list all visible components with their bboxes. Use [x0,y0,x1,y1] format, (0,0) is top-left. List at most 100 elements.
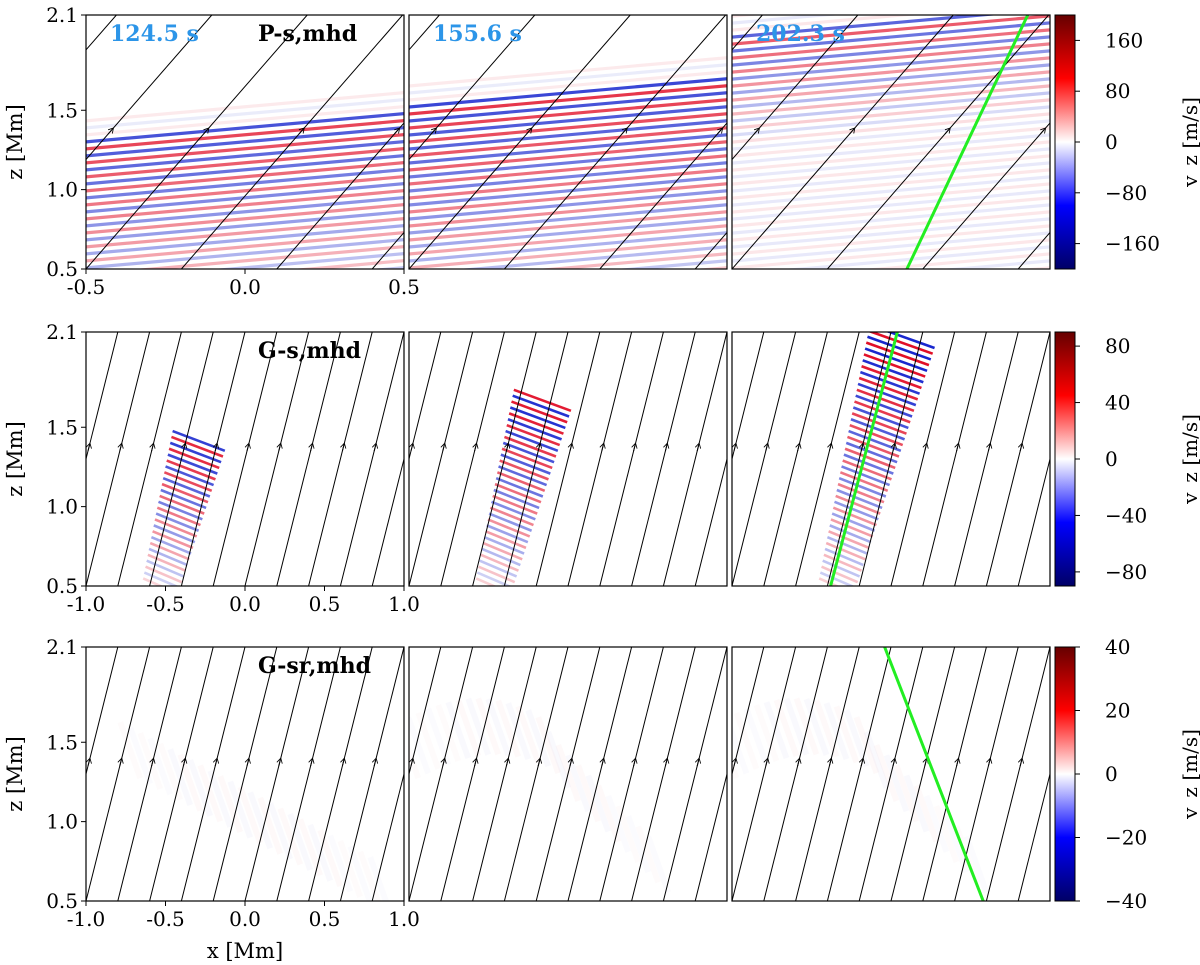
field-arrow [504,757,511,767]
wave-crest [86,147,404,179]
colorbar-tick-label: −80 [1105,181,1147,205]
wave-crest [213,252,404,269]
wave-crest [722,281,1060,311]
wave-crest [868,332,934,355]
field-arrow [86,442,92,452]
wave-crest [732,168,1050,200]
field-line [890,332,956,586]
field-line [954,332,1019,586]
y-tick-label: 2.1 [46,635,78,659]
field-line [149,332,214,586]
field-line [826,332,892,586]
field-arrow [472,442,479,452]
wave-crest [732,140,1050,172]
wave-crest [86,126,404,158]
wave-crest [399,274,737,304]
field-line [599,647,664,901]
field-arrow [504,442,511,452]
wave-crest [409,126,727,158]
case-label: G-s,mhd [258,338,361,364]
wave-crest [694,266,727,269]
panel [731,646,1051,902]
field-arrow [244,757,251,767]
panel-frame [408,331,728,587]
panel: G-sr,mhd [85,646,405,902]
wave-crest [145,565,183,584]
wave-crest [86,140,404,172]
wave-crest [86,196,404,228]
wave-crest [859,370,921,395]
wave-crest [732,147,1050,179]
field-arrow [753,127,760,135]
time-label: 202.3 s [756,21,845,47]
field-line [86,332,87,335]
panel [408,646,728,902]
wave-crest [156,506,201,527]
wave-crest [615,259,727,269]
field-line [212,647,278,901]
wave-crest [86,182,404,214]
field-line [732,15,954,269]
x-axis-label: x [Mm] [207,939,283,963]
wave-crest [409,168,727,200]
panel: G-s,mhd [85,331,405,587]
field-arrow [212,442,220,452]
wave-crest [86,217,404,249]
wave-crest [732,126,1050,158]
wave-crest [839,471,889,492]
wave-crest [732,91,1050,123]
field-arrow [890,442,897,452]
field-line [732,647,765,777]
wave-crest [488,512,533,532]
wave-crest [824,547,864,567]
wave-crest [732,119,1050,151]
wave-crest [832,506,877,527]
colorbar-tick-label: 0 [1105,447,1118,471]
field-arrow [86,757,92,767]
field-arrow [535,442,543,452]
wave-crest [492,494,538,515]
wave-crest [409,217,727,249]
wave-crest [732,49,1050,81]
field-line [117,647,182,901]
wave-crest [409,238,727,269]
x-tick-label: 0.0 [229,592,261,616]
wave-crest [481,547,521,567]
wave-crest [732,15,1000,39]
field-arrow [181,442,188,452]
wave-crest [782,245,1050,269]
colorbar-gradient [1054,14,1076,270]
wave-crest [168,447,220,470]
wave-crest [501,447,553,470]
wave-crest [833,500,879,521]
wave-crest [399,288,737,318]
field-arrow [599,442,606,452]
colorbar-tick-label: 0 [1105,130,1118,154]
wave-crest [851,412,907,435]
colorbar-label: v_z [m/s] [1178,97,1200,188]
field-line [440,647,505,901]
field-line [535,647,601,901]
field-line [409,332,474,586]
wave-crest [861,365,922,390]
field-line [922,122,1050,269]
field-line [149,647,214,901]
colorbar-gradient [1054,646,1076,902]
field-line [180,647,246,901]
wave-crest [86,105,404,137]
wave-crest [86,168,404,200]
y-tick-label: 0.5 [46,257,78,281]
wave-crest [409,56,727,88]
field-line [371,771,404,901]
wave-crest [500,453,551,475]
wave-crest [487,518,531,538]
field-arrow [663,757,670,767]
field-line [858,332,924,586]
wave-crest [409,154,727,186]
field-arrow [858,757,866,767]
x-tick-label: -1.0 [67,907,106,931]
wave-crest [507,418,563,441]
field-line [732,332,797,586]
wave-crest [409,182,727,214]
wave-crest [732,28,1050,60]
